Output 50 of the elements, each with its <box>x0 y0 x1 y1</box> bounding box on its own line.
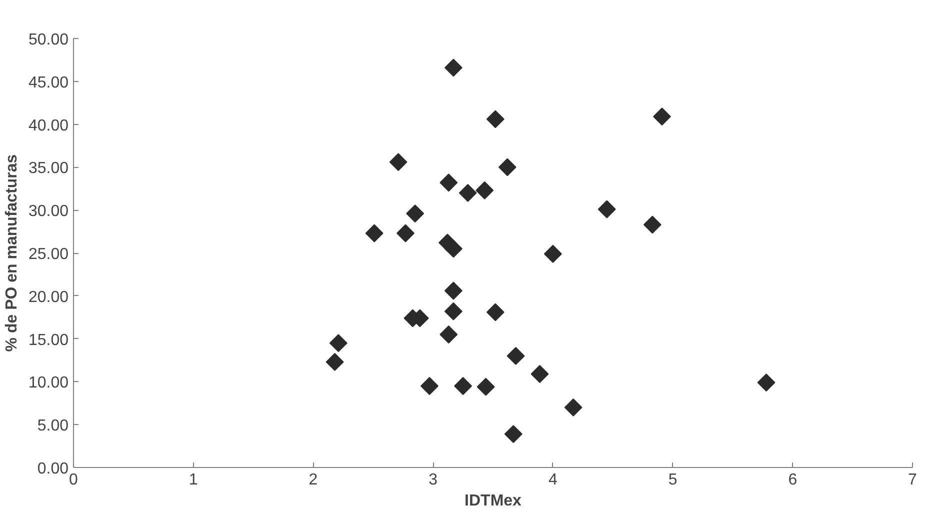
point <box>389 153 408 172</box>
point <box>406 204 424 223</box>
y-tick-label: 5.00 <box>37 418 69 435</box>
point <box>454 377 472 395</box>
point <box>444 58 462 77</box>
point <box>440 174 458 192</box>
point <box>757 374 776 392</box>
point <box>444 282 462 300</box>
point <box>444 302 462 320</box>
point <box>476 181 494 200</box>
point <box>498 158 516 176</box>
point <box>365 224 384 242</box>
point <box>643 216 662 234</box>
x-tick-label: 4 <box>548 472 558 488</box>
x-tick-label: 0 <box>69 472 78 488</box>
point <box>486 110 504 128</box>
point <box>329 334 348 352</box>
y-tick-label: 15.00 <box>28 332 69 349</box>
point <box>544 244 562 263</box>
point <box>598 200 616 218</box>
point <box>440 326 458 344</box>
x-tick-label: 2 <box>308 472 318 488</box>
y-tick-label: 20.00 <box>28 288 69 306</box>
point <box>396 224 414 242</box>
y-tick-label: 0.00 <box>37 460 69 478</box>
x-tick-label: 6 <box>788 472 798 488</box>
point <box>653 108 671 126</box>
y-tick-label: 10.00 <box>28 374 69 392</box>
point <box>444 240 462 258</box>
y-tick-label: 25.00 <box>28 246 69 263</box>
x-tick-label: 1 <box>188 472 198 488</box>
point <box>486 303 504 322</box>
x-tick-label: 5 <box>668 472 678 488</box>
y-axis-title: % de PO en manufacturas <box>3 154 20 352</box>
x-tick-label: 3 <box>428 472 438 488</box>
y-tick-label: 45.00 <box>28 74 69 92</box>
y-tick-label: 30.00 <box>28 203 69 220</box>
y-tick-label: 50.00 <box>28 32 69 48</box>
point <box>506 346 525 365</box>
y-tick-label: 40.00 <box>28 117 69 134</box>
point <box>564 398 582 416</box>
x-axis-title: IDTMex <box>464 492 522 510</box>
point <box>476 378 495 396</box>
point <box>326 352 344 371</box>
point <box>530 364 549 383</box>
point <box>420 377 438 395</box>
point <box>458 184 477 202</box>
y-tick-label: 35.00 <box>28 160 69 178</box>
point <box>504 425 522 444</box>
x-tick-label: 7 <box>908 472 918 488</box>
